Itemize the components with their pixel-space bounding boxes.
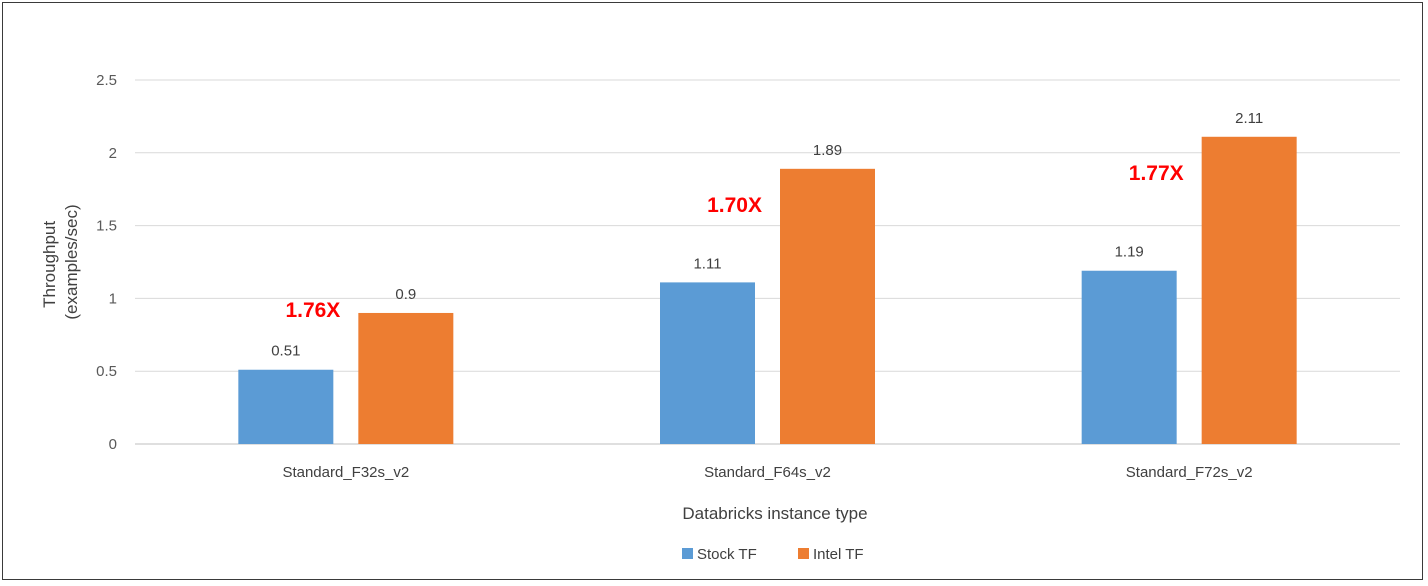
y-tick-label: 0: [109, 436, 117, 453]
x-tick-label: Standard_F32s_v2: [282, 464, 409, 481]
legend-label: Intel TF: [813, 546, 864, 563]
y-tick-label: 2.5: [96, 72, 117, 89]
legend-label: Stock TF: [697, 546, 757, 563]
bar-intel-tf: [358, 312, 454, 444]
data-label: 0.51: [271, 343, 300, 360]
y-tick-label: 1.5: [96, 218, 117, 235]
x-tick-label: Standard_F72s_v2: [1126, 464, 1253, 481]
bar-stock-tf: [1081, 270, 1177, 444]
y-tick-label: 2: [109, 145, 117, 162]
bar-intel-tf: [780, 168, 875, 445]
bar-stock-tf: [238, 369, 334, 444]
y-tick-label: 1: [109, 290, 117, 307]
speedup-annotation: 1.70X: [707, 194, 762, 217]
x-axis-categories: Standard_F32s_v2 Standard_F64s_v2 Standard…: [282, 464, 1252, 481]
data-label: 1.19: [1115, 244, 1144, 261]
x-tick-label: Standard_F64s_v2: [704, 464, 831, 481]
bars: [238, 136, 1297, 445]
legend-swatch: [798, 548, 809, 559]
data-label: 1.11: [693, 255, 721, 272]
bar-intel-tf: [1201, 136, 1297, 444]
data-labels: 0.51 0.9 1.11 1.89 1.19 2.11: [271, 110, 1263, 360]
y-axis-title-line-2: (examples/sec): [62, 204, 81, 319]
legend: Stock TF Intel TF: [682, 546, 864, 563]
speedup-annotations: 1.76X 1.70X 1.77X: [285, 162, 1183, 322]
legend-swatch: [682, 548, 693, 559]
gridlines: [135, 79, 1400, 445]
bar-stock-tf: [660, 282, 755, 444]
y-axis-title-line-1: Throughput: [40, 221, 59, 308]
y-tick-label: 0.5: [96, 363, 117, 380]
x-axis-title: Databricks instance type: [682, 504, 867, 523]
y-axis-title: Throughput (examples/sec): [40, 204, 81, 319]
data-label: 1.89: [813, 142, 842, 159]
y-axis-ticks: 0 0.5 1 1.5 2 2.5: [96, 72, 117, 453]
data-label: 0.9: [395, 286, 416, 303]
data-label: 2.11: [1235, 110, 1263, 127]
speedup-annotation: 1.76X: [285, 299, 340, 322]
speedup-annotation: 1.77X: [1129, 162, 1184, 185]
